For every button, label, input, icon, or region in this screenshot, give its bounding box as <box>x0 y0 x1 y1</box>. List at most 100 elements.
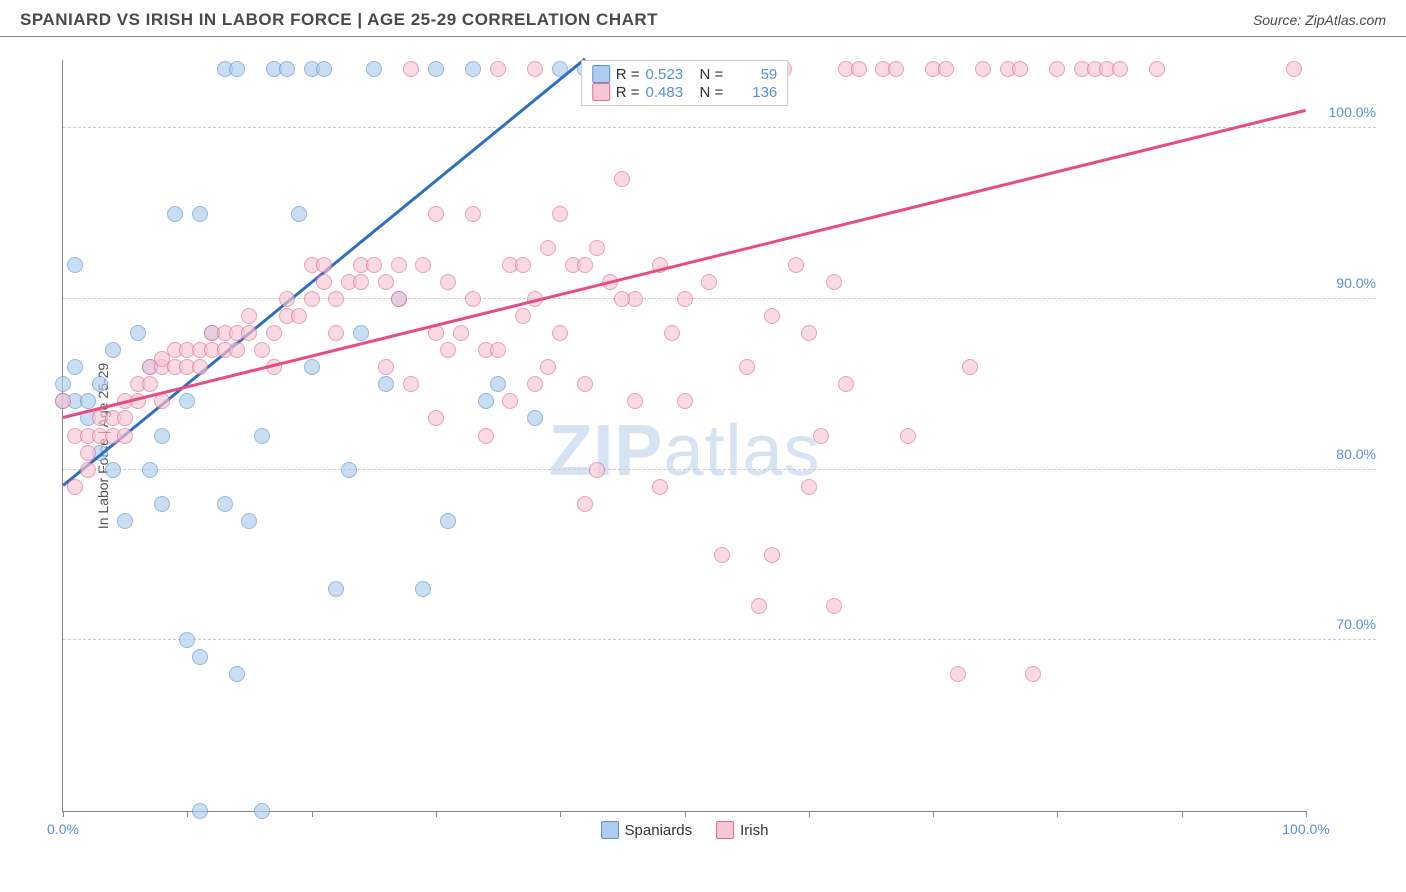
scatter-point <box>751 598 767 614</box>
scatter-point <box>55 393 71 409</box>
x-tick <box>312 811 313 817</box>
scatter-point <box>353 274 369 290</box>
scatter-point <box>962 359 978 375</box>
scatter-point <box>229 666 245 682</box>
scatter-point <box>577 496 593 512</box>
scatter-point <box>838 376 854 392</box>
scatter-point <box>279 61 295 77</box>
scatter-point <box>117 428 133 444</box>
scatter-point <box>105 462 121 478</box>
scatter-point <box>80 445 96 461</box>
scatter-point <box>478 428 494 444</box>
scatter-point <box>1025 666 1041 682</box>
scatter-point <box>415 257 431 273</box>
scatter-point <box>391 291 407 307</box>
scatter-point <box>552 325 568 341</box>
scatter-point <box>826 274 842 290</box>
scatter-point <box>465 206 481 222</box>
scatter-point <box>366 61 382 77</box>
scatter-point <box>764 547 780 563</box>
x-tick <box>187 811 188 817</box>
scatter-point <box>826 598 842 614</box>
scatter-point <box>316 61 332 77</box>
scatter-point <box>304 291 320 307</box>
scatter-point <box>440 342 456 358</box>
scatter-point <box>328 581 344 597</box>
scatter-point <box>415 581 431 597</box>
watermark: ZIPatlas <box>548 410 820 492</box>
scatter-point <box>701 274 717 290</box>
x-tick <box>685 811 686 817</box>
r-label: R = <box>616 66 640 83</box>
y-tick-label: 80.0% <box>1336 446 1376 462</box>
scatter-point <box>577 376 593 392</box>
chart-source: Source: ZipAtlas.com <box>1253 12 1386 28</box>
scatter-point <box>130 325 146 341</box>
y-tick-label: 70.0% <box>1336 616 1376 632</box>
r-label: R = <box>616 84 640 101</box>
x-tick <box>1057 811 1058 817</box>
legend-swatch <box>601 821 619 839</box>
scatter-point <box>378 359 394 375</box>
scatter-point <box>403 376 419 392</box>
scatter-point <box>1049 61 1065 77</box>
chart-title: SPANIARD VS IRISH IN LABOR FORCE | AGE 2… <box>20 10 658 30</box>
scatter-point <box>540 359 556 375</box>
scatter-point <box>241 513 257 529</box>
x-tick-label: 100.0% <box>1282 821 1329 837</box>
scatter-point <box>440 513 456 529</box>
scatter-point <box>192 803 208 819</box>
chart-header: SPANIARD VS IRISH IN LABOR FORCE | AGE 2… <box>0 0 1406 37</box>
scatter-point <box>403 61 419 77</box>
scatter-point <box>1286 61 1302 77</box>
scatter-point <box>801 479 817 495</box>
scatter-point <box>440 274 456 290</box>
plot-region: ZIPatlas R =0.523N =59R =0.483N =136 Spa… <box>62 60 1306 812</box>
scatter-point <box>502 393 518 409</box>
legend-label: Irish <box>740 822 768 839</box>
scatter-point <box>80 393 96 409</box>
scatter-point <box>1149 61 1165 77</box>
scatter-point <box>975 61 991 77</box>
scatter-point <box>67 479 83 495</box>
scatter-point <box>378 376 394 392</box>
scatter-point <box>179 393 195 409</box>
scatter-point <box>80 462 96 478</box>
legend-label: Spaniards <box>625 822 693 839</box>
scatter-point <box>614 171 630 187</box>
scatter-point <box>515 308 531 324</box>
x-tick <box>560 811 561 817</box>
scatter-point <box>55 376 71 392</box>
scatter-point <box>266 325 282 341</box>
n-value: 59 <box>729 66 777 83</box>
scatter-point <box>813 428 829 444</box>
scatter-point <box>465 61 481 77</box>
scatter-point <box>254 428 270 444</box>
legend-stat-row: R = 0.523 N = 59 <box>592 65 778 83</box>
chart-area: In Labor Force | Age 25-29 ZIPatlas R =0… <box>50 50 1386 842</box>
scatter-point <box>900 428 916 444</box>
scatter-point <box>739 359 755 375</box>
scatter-point <box>1012 61 1028 77</box>
scatter-point <box>192 649 208 665</box>
scatter-point <box>552 206 568 222</box>
scatter-point <box>154 393 170 409</box>
legend-swatch <box>592 83 610 101</box>
gridline-h <box>63 127 1376 128</box>
r-value: 0.523 <box>646 66 694 83</box>
n-value: 136 <box>729 84 777 101</box>
scatter-point <box>614 291 630 307</box>
scatter-point <box>764 308 780 324</box>
x-tick <box>63 811 64 817</box>
scatter-point <box>478 393 494 409</box>
scatter-point <box>92 376 108 392</box>
scatter-point <box>490 342 506 358</box>
scatter-point <box>192 206 208 222</box>
correlation-legend: R =0.523N =59R =0.483N =136 <box>581 60 789 106</box>
n-label: N = <box>700 66 724 83</box>
scatter-point <box>229 61 245 77</box>
x-tick <box>436 811 437 817</box>
y-tick-label: 90.0% <box>1336 275 1376 291</box>
scatter-point <box>328 291 344 307</box>
trend-line <box>63 109 1307 419</box>
